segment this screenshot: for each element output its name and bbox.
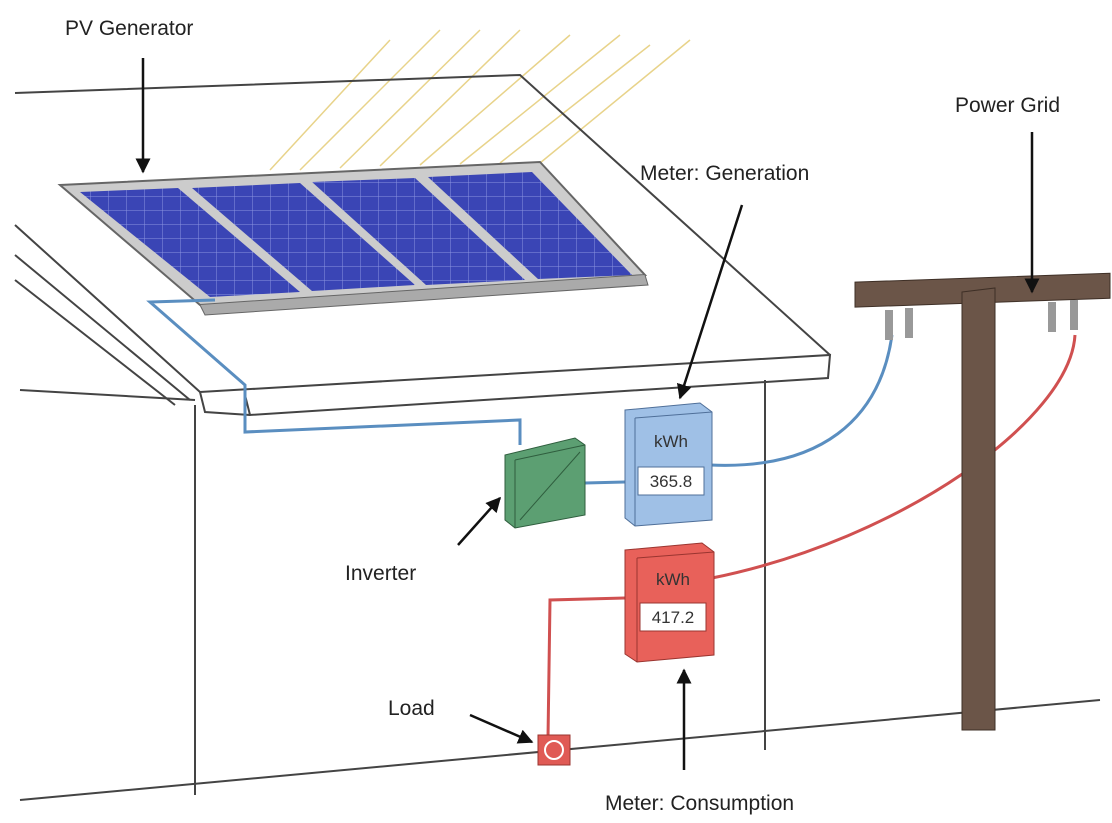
wires	[146, 298, 1077, 739]
label: Meter: Generation	[640, 162, 809, 185]
label: Meter: Consumption	[605, 792, 794, 815]
label: PV Generator	[65, 17, 193, 40]
label: Inverter	[345, 562, 416, 585]
meter-unit: kWh	[654, 432, 688, 451]
pv-panels	[57, 160, 649, 316]
meter-generation: kWh 365.8	[624, 402, 713, 527]
pole	[854, 272, 1111, 731]
meter-unit: kWh	[656, 570, 690, 589]
meter-reading: 417.2	[652, 608, 695, 627]
load-socket	[537, 734, 571, 766]
label: Power Grid	[955, 94, 1060, 117]
label: Load	[388, 697, 435, 720]
meter-consumption: kWh 417.2	[624, 542, 715, 663]
sun-rays	[269, 29, 691, 171]
arrows	[135, 58, 1040, 770]
inverter	[504, 437, 586, 529]
meter-reading: 365.8	[650, 472, 693, 491]
